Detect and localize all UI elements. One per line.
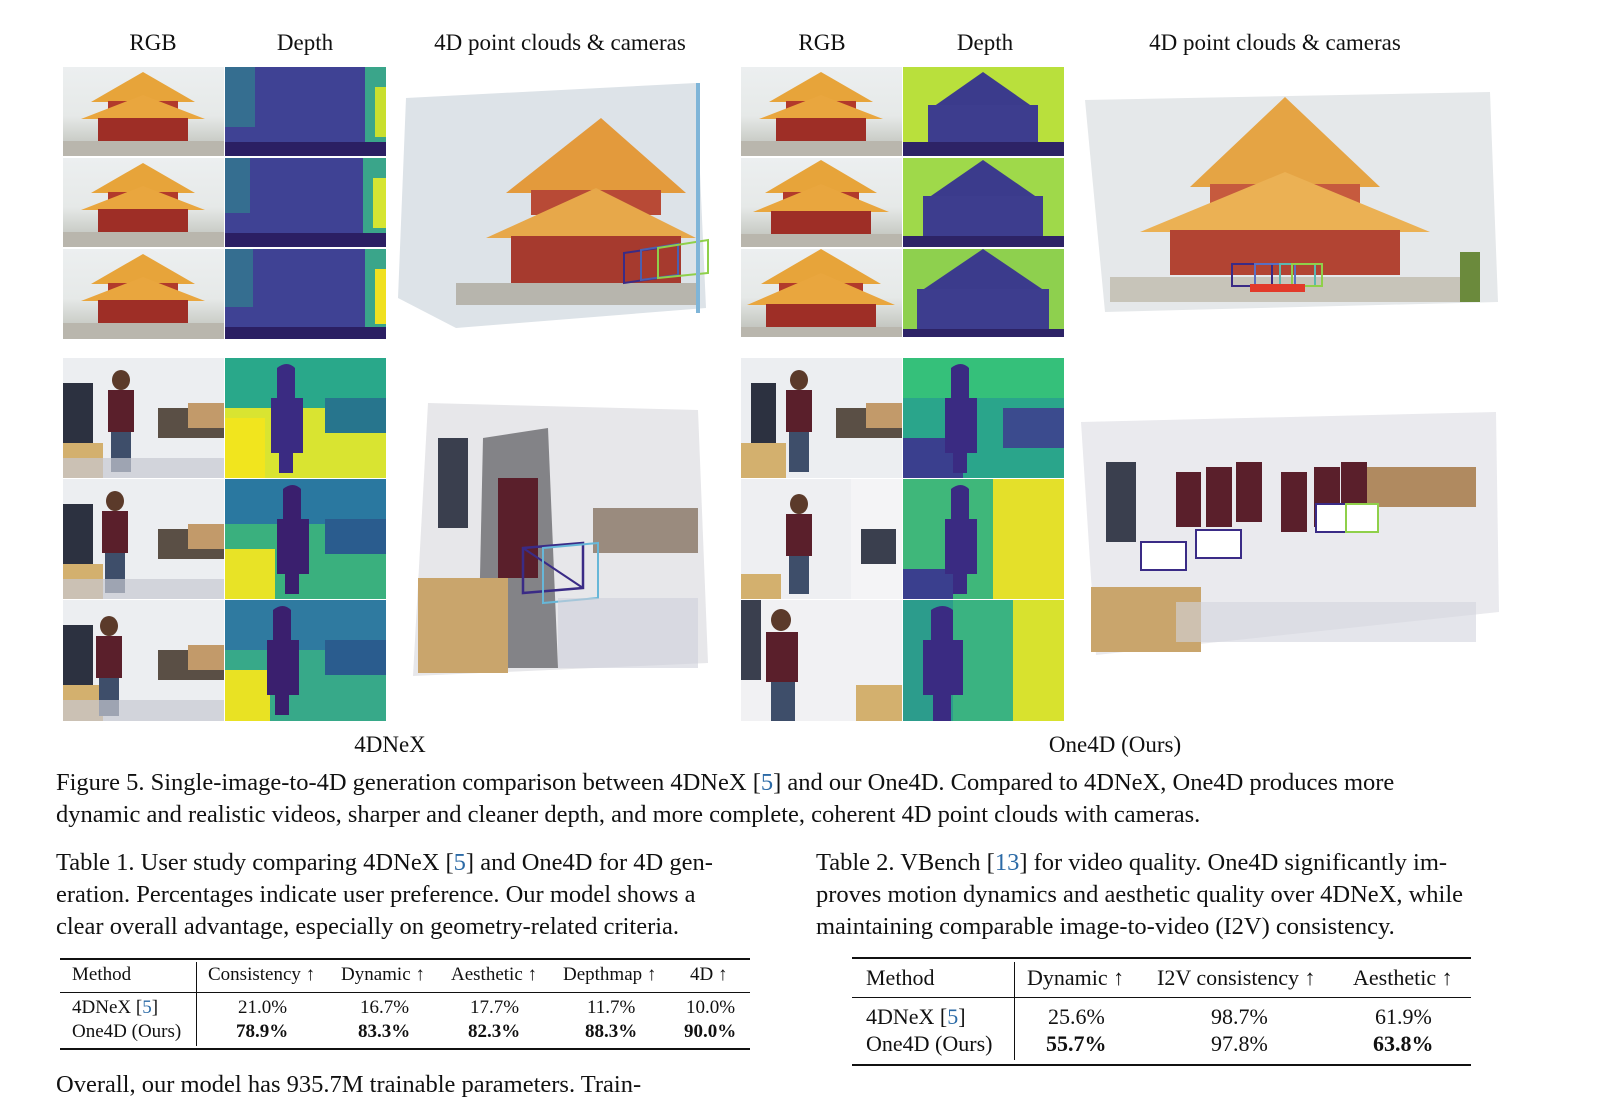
table1-header-consistency: Consistency ↑ — [208, 964, 316, 985]
palace-rgb-frame — [63, 67, 224, 156]
palace-depth-frame — [225, 158, 386, 247]
right-rgb-header: RGB — [798, 30, 846, 55]
table1-cell: 21.0% — [238, 997, 288, 1018]
table2-header-i2v: I2V consistency ↑ — [1157, 965, 1316, 990]
caption-text: Figure 5. Single-image-to-4D generation … — [56, 769, 761, 796]
room-rgb-frame — [741, 600, 902, 721]
table1-col-divider — [196, 962, 197, 1046]
palace-depth-frame — [903, 249, 1064, 337]
table1-cell: 17.7% — [470, 997, 520, 1018]
method-name: ] — [958, 1004, 966, 1029]
table1-header-dynamic: Dynamic ↑ — [341, 964, 425, 985]
table1-row-4dnex-method: 4DNeX [5] — [72, 997, 158, 1019]
palace-rgb-frame — [63, 249, 224, 339]
table2-row-one4d-method: One4D (Ours) — [866, 1031, 993, 1056]
table1-header-depthmap: Depthmap ↑ — [563, 964, 657, 985]
citation-link[interactable]: 13 — [994, 849, 1020, 876]
table1-mid-rule — [60, 992, 750, 993]
table1-cell-best: 78.9% — [236, 1021, 289, 1042]
table1-cell: 10.0% — [686, 997, 736, 1018]
table2-cell: 25.6% — [1048, 1004, 1105, 1029]
table1-cell-best: 88.3% — [585, 1021, 638, 1042]
room-rgb-frame — [63, 358, 224, 478]
palace-depth-frame — [225, 67, 386, 156]
room-depth-frame — [225, 600, 386, 721]
right-room-pointcloud — [1076, 412, 1499, 658]
method-name: 4DNeX [ — [72, 997, 143, 1018]
room-depth-frame — [225, 358, 386, 478]
table1-cell: 16.7% — [360, 997, 410, 1018]
room-depth-frame — [903, 479, 1064, 599]
palace-rgb-frame — [63, 158, 224, 247]
table2-header-method: Method — [866, 965, 935, 990]
table1-header-4d: 4D ↑ — [690, 964, 728, 985]
room-depth-frame — [903, 358, 1064, 478]
table1-row-one4d-method: One4D (Ours) — [72, 1021, 182, 1042]
table2-bottom-rule — [852, 1064, 1471, 1066]
method-name: ] — [151, 997, 159, 1018]
caption-text: ] and our One4D. Compared to 4DNeX, One4… — [773, 769, 1395, 796]
table2-caption-line3: maintaining comparable image-to-video (I… — [816, 913, 1395, 940]
table2-cell: 98.7% — [1211, 1004, 1268, 1029]
room-rgb-frame — [63, 479, 224, 599]
table1-caption-line1: Table 1. User study comparing 4DNeX [5] … — [56, 849, 713, 877]
left-pointcloud-header: 4D point clouds & cameras — [434, 30, 686, 55]
citation-link[interactable]: 5 — [947, 1004, 959, 1029]
caption-text: ] and One4D for 4D gen- — [465, 849, 713, 876]
room-depth-frame — [903, 600, 1064, 721]
table1-caption-line2: eration. Percentages indicate user prefe… — [56, 881, 696, 908]
right-palace-pointcloud — [1080, 92, 1498, 317]
citation-link[interactable]: 5 — [453, 849, 466, 876]
palace-depth-frame — [903, 158, 1064, 247]
right-pointcloud-header: 4D point clouds & cameras — [1149, 30, 1401, 55]
palace-rgb-frame — [741, 249, 902, 337]
left-rgb-header: RGB — [129, 30, 177, 55]
table1-cell-best: 90.0% — [684, 1021, 737, 1042]
method-name: 4DNeX [ — [866, 1004, 948, 1029]
palace-depth-frame — [225, 249, 386, 339]
table1-caption-line3: clear overall advantage, especially on g… — [56, 913, 680, 940]
palace-rgb-frame — [741, 67, 902, 156]
table1-top-rule — [60, 958, 750, 960]
caption-text: Table 1. User study comparing 4DNeX [ — [56, 849, 454, 876]
table2-cell: 97.8% — [1211, 1031, 1268, 1056]
table2-header-dynamic: Dynamic ↑ — [1027, 965, 1125, 990]
caption-text: ] for video quality. One4D significantly… — [1019, 849, 1448, 876]
citation-link[interactable]: 5 — [142, 997, 152, 1018]
right-depth-header: Depth — [956, 30, 1014, 55]
left-room-pointcloud — [408, 398, 710, 680]
table2-col-divider — [1014, 962, 1015, 1060]
table2-caption-line2: proves motion dynamics and aesthetic qua… — [816, 881, 1464, 908]
table2-cell-best: 55.7% — [1046, 1031, 1107, 1056]
figure-caption-line1: Figure 5. Single-image-to-4D generation … — [56, 769, 1394, 797]
body-text: Overall, our model has 935.7M trainable … — [56, 1071, 642, 1098]
figure-caption-line2: dynamic and realistic videos, sharper an… — [56, 801, 1201, 828]
left-group-label: 4DNeX — [354, 732, 426, 757]
table1-cell-best: 82.3% — [468, 1021, 521, 1042]
table2-row-4dnex-method: 4DNeX [5] — [866, 1004, 966, 1030]
room-depth-frame — [225, 479, 386, 599]
left-depth-header: Depth — [276, 30, 334, 55]
table2-cell-best: 63.8% — [1373, 1031, 1434, 1056]
citation-link[interactable]: 5 — [760, 769, 774, 796]
palace-depth-frame — [903, 67, 1064, 156]
table1-header-aesthetic: Aesthetic ↑ — [451, 964, 538, 985]
table2-mid-rule — [852, 997, 1471, 998]
table1-cell: 11.7% — [587, 997, 636, 1018]
caption-text: Table 2. VBench [ — [816, 849, 995, 876]
palace-rgb-frame — [741, 158, 902, 247]
room-rgb-frame — [63, 600, 224, 721]
table1-cell-best: 83.3% — [358, 1021, 411, 1042]
right-group-label: One4D (Ours) — [1048, 732, 1182, 757]
table2-cell: 61.9% — [1375, 1004, 1432, 1029]
table2-header-aesthetic: Aesthetic ↑ — [1353, 965, 1453, 990]
room-rgb-frame — [741, 479, 902, 599]
table2-caption-line1: Table 2. VBench [13] for video quality. … — [816, 849, 1447, 877]
room-rgb-frame — [741, 358, 902, 478]
left-palace-pointcloud — [396, 78, 711, 334]
table2-top-rule — [852, 957, 1471, 959]
table1-header-method: Method — [72, 964, 132, 985]
table1-bottom-rule — [60, 1048, 750, 1050]
